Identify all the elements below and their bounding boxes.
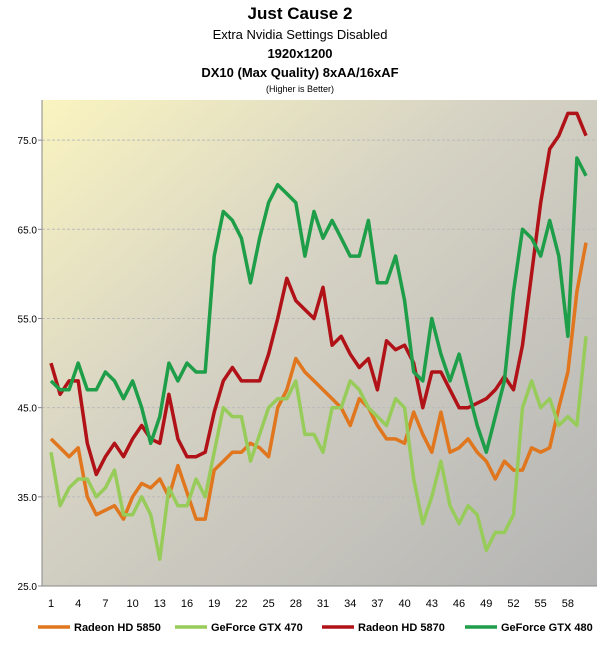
- x-tick-label: 40: [399, 598, 411, 610]
- x-tick-label: 25: [263, 598, 275, 610]
- chart-title: Just Cause 2: [248, 4, 353, 23]
- settings: DX10 (Max Quality) 8xAA/16xAF: [201, 65, 398, 80]
- y-tick-label: 55.0: [18, 314, 38, 325]
- chart-subtitle: Extra Nvidia Settings Disabled: [213, 27, 388, 42]
- x-tick-label: 34: [344, 598, 356, 610]
- legend-label: Radeon HD 5850: [74, 622, 161, 634]
- x-tick-label: 43: [426, 598, 438, 610]
- x-tick-label: 31: [317, 598, 329, 610]
- series-line: [49, 156, 588, 454]
- x-tick-label: 13: [154, 598, 166, 610]
- x-tick-label: 22: [235, 598, 247, 610]
- x-tick-label: 49: [480, 598, 492, 610]
- plot-area: [42, 100, 597, 586]
- x-tick-label: 52: [507, 598, 519, 610]
- x-tick-label: 19: [208, 598, 220, 610]
- y-tick-label: 35.0: [18, 493, 38, 504]
- y-tick-label: 75.0: [18, 136, 38, 147]
- legend-label: GeForce GTX 480: [501, 622, 593, 634]
- resolution: 1920x1200: [267, 46, 332, 61]
- x-tick-label: 16: [181, 598, 193, 610]
- x-tick-label: 58: [562, 598, 574, 610]
- series-line: [49, 336, 588, 561]
- x-tick-label: 55: [535, 598, 547, 610]
- y-tick-label: 45.0: [18, 404, 38, 415]
- x-tick-label: 4: [75, 598, 81, 610]
- legend-label: GeForce GTX 470: [211, 622, 303, 634]
- x-tick-label: 28: [290, 598, 302, 610]
- series-line: [49, 242, 588, 521]
- x-tick-label: 37: [371, 598, 383, 610]
- note: (Higher is Better): [266, 84, 334, 94]
- y-tick-label: 65.0: [18, 225, 38, 236]
- x-tick-label: 10: [126, 598, 138, 610]
- x-tick-label: 7: [102, 598, 108, 610]
- series-line: [49, 111, 588, 477]
- y-tick-label: 25.0: [18, 582, 38, 593]
- x-tick-label: 46: [453, 598, 465, 610]
- x-tick-label: 1: [48, 598, 54, 610]
- legend-label: Radeon HD 5870: [358, 622, 445, 634]
